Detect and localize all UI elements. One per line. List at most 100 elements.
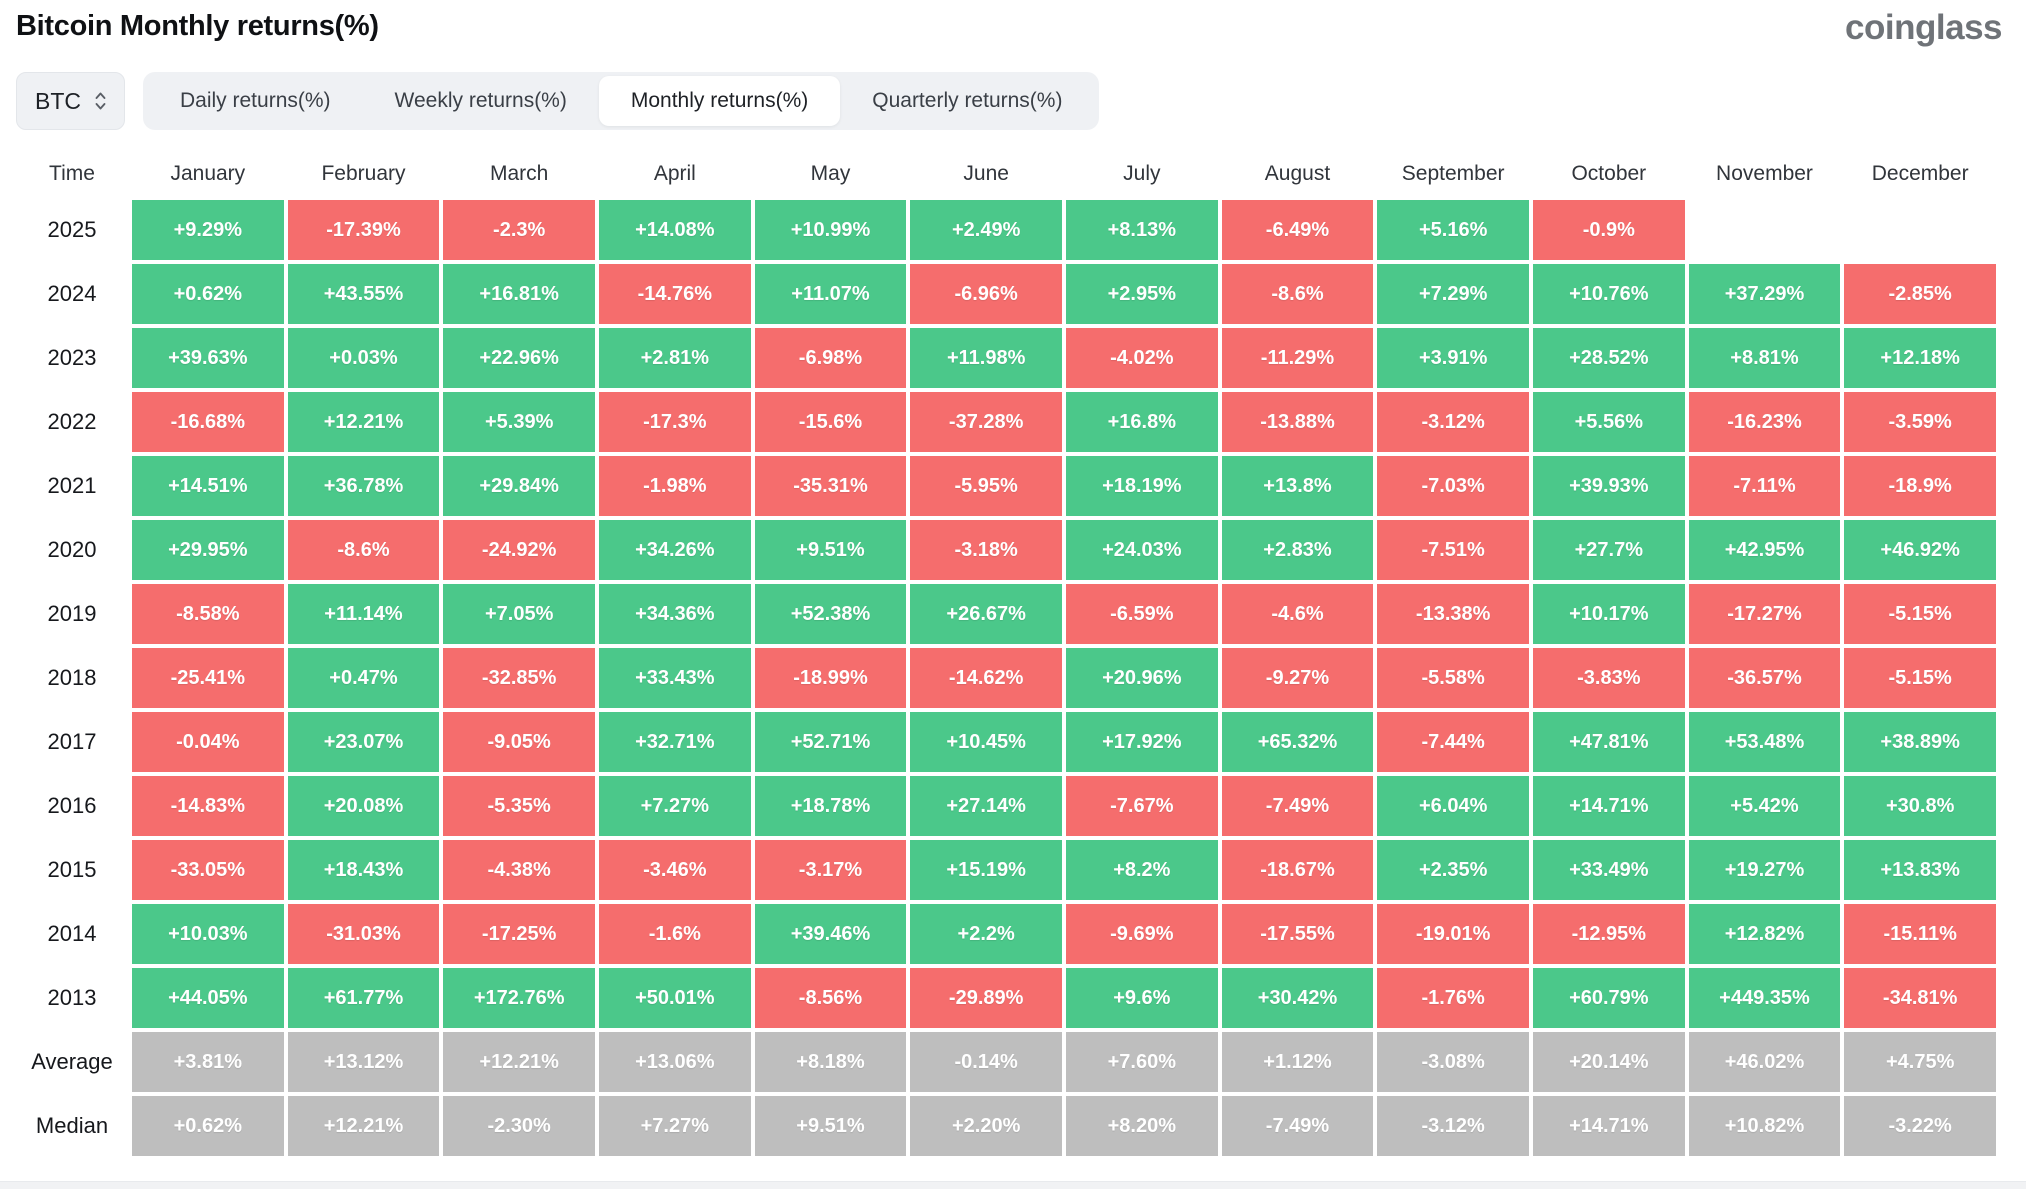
return-cell: -18.9% xyxy=(1844,456,1996,516)
return-cell: +50.01% xyxy=(599,968,751,1028)
return-cell: +30.8% xyxy=(1844,776,1996,836)
return-cell: -9.05% xyxy=(443,712,595,772)
return-cell: +11.14% xyxy=(287,584,440,644)
return-cell: -3.12% xyxy=(1377,392,1529,452)
return-cell: -6.98% xyxy=(754,328,907,388)
page-title: Bitcoin Monthly returns(%) xyxy=(16,10,379,42)
return-cell: -6.49% xyxy=(1221,200,1374,260)
return-cell: -17.39% xyxy=(287,200,440,260)
return-cell: +172.76% xyxy=(443,968,595,1028)
column-header-august: August xyxy=(1264,162,1331,185)
return-cell: +10.45% xyxy=(910,712,1062,772)
return-cell: +27.7% xyxy=(1533,520,1685,580)
return-cell: +8.18% xyxy=(754,1032,907,1092)
return-cell: +39.46% xyxy=(754,904,907,964)
return-cell: +0.62% xyxy=(132,1096,284,1156)
return-cell: -16.68% xyxy=(132,392,284,452)
tab-daily-returns[interactable]: Daily returns(%) xyxy=(148,76,363,126)
return-cell: -3.08% xyxy=(1377,1032,1529,1092)
row-label-2015: 2015 xyxy=(47,857,97,882)
return-cell: +7.27% xyxy=(599,1096,751,1156)
return-cell: +5.56% xyxy=(1533,392,1685,452)
coinglass-logo: coinglass xyxy=(1845,8,2002,47)
row-label-2014: 2014 xyxy=(47,921,97,946)
tab-quarterly-returns[interactable]: Quarterly returns(%) xyxy=(840,76,1094,126)
return-cell: -8.58% xyxy=(132,584,284,644)
return-cell: -15.11% xyxy=(1844,904,1996,964)
return-cell: +10.82% xyxy=(1688,1096,1841,1156)
column-header-december: December xyxy=(1871,162,1969,185)
return-cell: -3.46% xyxy=(599,840,751,900)
return-cell: +2.49% xyxy=(910,200,1062,260)
return-cell: -3.12% xyxy=(1377,1096,1529,1156)
return-cell: +2.83% xyxy=(1221,520,1374,580)
return-cell: -6.96% xyxy=(910,264,1062,324)
return-cell: -8.6% xyxy=(1221,264,1374,324)
return-cell: +18.78% xyxy=(754,776,907,836)
return-cell: +20.96% xyxy=(1066,648,1218,708)
return-cell: +10.17% xyxy=(1533,584,1685,644)
return-cell: -4.6% xyxy=(1221,584,1374,644)
tab-monthly-returns[interactable]: Monthly returns(%) xyxy=(598,76,841,126)
return-cell: -0.9% xyxy=(1533,200,1685,260)
row-label-2021: 2021 xyxy=(47,473,97,498)
column-header-october: October xyxy=(1571,162,1647,185)
return-cell: -11.29% xyxy=(1221,328,1374,388)
row-label-2016: 2016 xyxy=(47,793,97,818)
return-cell: -24.92% xyxy=(443,520,595,580)
return-cell: -29.89% xyxy=(910,968,1062,1028)
column-header-may: May xyxy=(810,162,851,185)
return-cell: +8.81% xyxy=(1688,328,1841,388)
return-cell: +17.92% xyxy=(1066,712,1218,772)
return-cell: -5.58% xyxy=(1377,648,1529,708)
row-label-2024: 2024 xyxy=(47,281,97,306)
return-cell: -18.67% xyxy=(1221,840,1374,900)
return-cell: +42.95% xyxy=(1688,520,1841,580)
return-cell: +23.07% xyxy=(287,712,440,772)
coin-selector[interactable]: BTC xyxy=(16,72,125,130)
return-cell: +1.12% xyxy=(1221,1032,1374,1092)
return-cell: +29.95% xyxy=(132,520,284,580)
coin-selector-value: BTC xyxy=(35,87,81,114)
return-cell: +9.29% xyxy=(132,200,284,260)
return-cell: -4.38% xyxy=(443,840,595,900)
return-cell: -7.49% xyxy=(1221,1096,1374,1156)
return-cell: +0.47% xyxy=(287,648,440,708)
return-cell: +26.67% xyxy=(910,584,1062,644)
return-cell: +2.35% xyxy=(1377,840,1529,900)
row-label-2013: 2013 xyxy=(47,985,97,1010)
return-cell: -37.28% xyxy=(910,392,1062,452)
return-cell: -7.51% xyxy=(1377,520,1529,580)
return-cell: -17.27% xyxy=(1688,584,1841,644)
tab-weekly-returns[interactable]: Weekly returns(%) xyxy=(363,76,599,126)
return-cell xyxy=(1689,200,1841,260)
return-cell: +18.43% xyxy=(287,840,440,900)
return-cell: +5.39% xyxy=(443,392,595,452)
return-cell: +34.26% xyxy=(599,520,751,580)
return-cell: -7.03% xyxy=(1377,456,1529,516)
return-cell: +8.13% xyxy=(1066,200,1218,260)
return-cell: +9.51% xyxy=(754,520,907,580)
return-cell: -18.99% xyxy=(754,648,907,708)
return-cell: +5.16% xyxy=(1377,200,1529,260)
return-cell: +30.42% xyxy=(1221,968,1374,1028)
return-cell: +4.75% xyxy=(1844,1032,1996,1092)
return-cell: +449.35% xyxy=(1688,968,1841,1028)
row-label-2025: 2025 xyxy=(47,217,97,242)
column-header-february: February xyxy=(321,162,406,185)
return-cell: +12.21% xyxy=(287,1096,440,1156)
return-cell: +0.62% xyxy=(132,264,284,324)
return-cell: +9.51% xyxy=(754,1096,907,1156)
return-cell: +11.07% xyxy=(754,264,907,324)
return-cell: +53.48% xyxy=(1688,712,1841,772)
return-cell: -2.30% xyxy=(443,1096,595,1156)
return-cell: +8.20% xyxy=(1066,1096,1218,1156)
return-cell: +60.79% xyxy=(1533,968,1685,1028)
return-cell: -12.95% xyxy=(1533,904,1685,964)
row-label-average: Average xyxy=(31,1049,113,1074)
return-cell: +46.92% xyxy=(1844,520,1996,580)
return-cell: -5.95% xyxy=(910,456,1062,516)
return-cell: +46.02% xyxy=(1688,1032,1841,1092)
return-cell: +32.71% xyxy=(599,712,751,772)
return-cell: -34.81% xyxy=(1844,968,1996,1028)
